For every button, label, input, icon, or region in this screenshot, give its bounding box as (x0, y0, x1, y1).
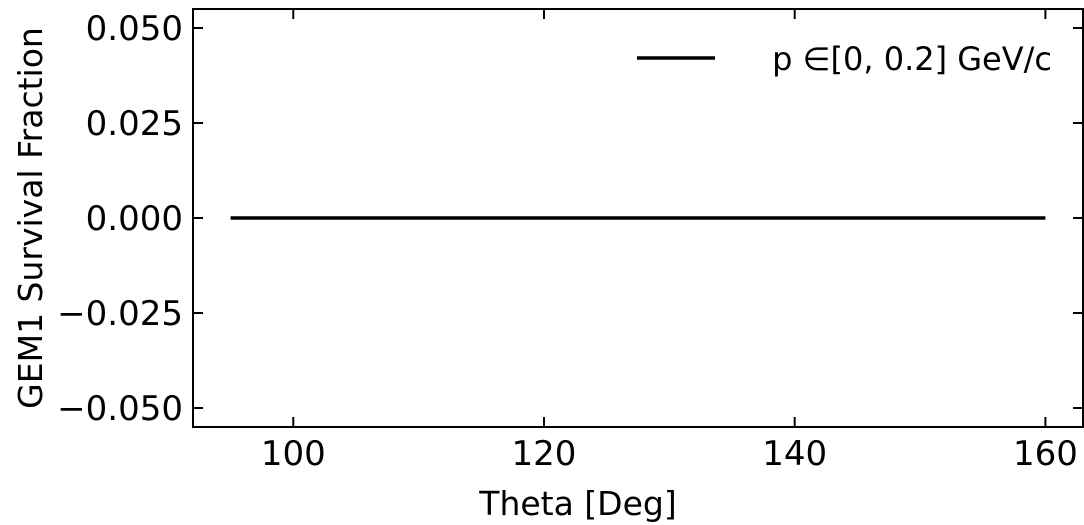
y-tick-label: 0.050 (86, 9, 183, 49)
x-tick-label: 140 (762, 434, 827, 474)
x-tick-label: 100 (261, 434, 326, 474)
x-tick-label: 160 (1013, 434, 1078, 474)
y-axis-title: GEM1 Survival Fraction (11, 27, 50, 409)
y-tick-label: 0.025 (86, 104, 183, 144)
y-tick-label: −0.050 (57, 389, 183, 429)
x-axis-title: Theta [Deg] (478, 484, 676, 523)
x-tick-label: 120 (512, 434, 577, 474)
y-tick-label: −0.025 (57, 294, 183, 334)
legend-label: p ∈[0, 0.2] GeV/c (772, 40, 1052, 78)
y-tick-label: 0.000 (86, 199, 183, 239)
